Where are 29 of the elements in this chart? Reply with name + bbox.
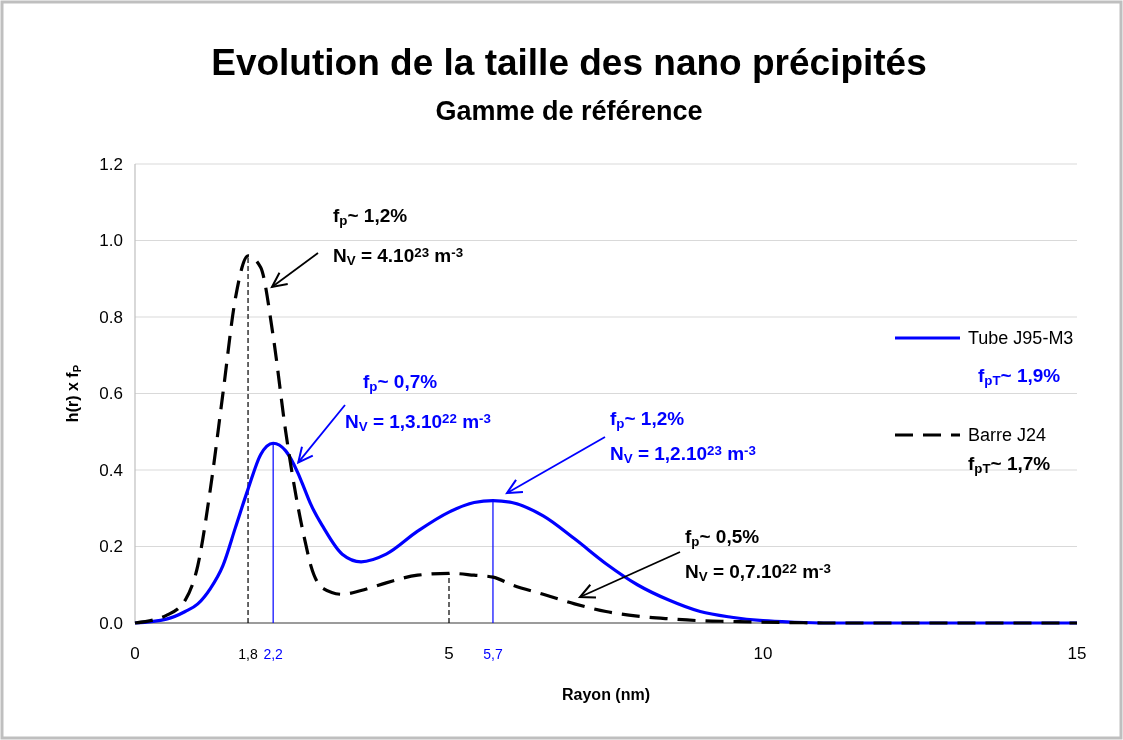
- annotation: N$_{V}$ = 1,3.10$^{22}$ m$^{-3}$: [345, 411, 491, 435]
- y-tick-label: 1.2: [99, 154, 123, 174]
- annotation: N$_{V}$ = 1,2.10$^{23}$ m$^{-3}$: [610, 443, 756, 467]
- x-tick-label: 15: [1067, 644, 1087, 663]
- x-tick-label: 0: [130, 644, 140, 663]
- annotation: N$_{V}$ = 0,7.10$^{22}$ m$^{-3}$: [685, 561, 831, 585]
- legend-label: Barre J24: [968, 425, 1047, 446]
- y-tick-label: 1.0: [99, 231, 123, 251]
- y-tick-label: 0.6: [99, 384, 123, 404]
- annotation: f$_{p}$~ 1,2%: [610, 408, 685, 432]
- annotation: N$_{V}$ = 4.10$^{23}$ m$^{-3}$: [333, 245, 464, 269]
- chart-subtitle: Gamme de référence: [435, 96, 703, 126]
- legend-label: Tube J95-M3: [968, 328, 1074, 349]
- ref-line-label: 2,2: [263, 646, 284, 662]
- y-tick-label: 0.2: [99, 537, 123, 557]
- annotation: f$_{pT}$~ 1,9%: [978, 365, 1061, 389]
- annotation: f$_{p}$~ 0,7%: [363, 371, 438, 395]
- annotation: f$_{pT}$~ 1,7%: [968, 453, 1051, 477]
- annotation: f$_{p}$~ 0,5%: [685, 526, 760, 550]
- ref-line-label: 1,8: [238, 646, 258, 662]
- y-tick-label: 0.0: [99, 613, 123, 633]
- ref-line-label: 5,7: [483, 646, 503, 662]
- annotation: f$_{p}$~ 1,2%: [333, 205, 408, 229]
- x-axis-title: Rayon (nm): [562, 686, 650, 703]
- x-tick-label: 10: [753, 644, 773, 663]
- x-tick-label: 5: [444, 644, 454, 663]
- y-tick-label: 0.4: [99, 460, 123, 480]
- y-tick-label: 0.8: [99, 307, 123, 327]
- chart-title: Evolution de la taille des nano précipités: [211, 42, 927, 83]
